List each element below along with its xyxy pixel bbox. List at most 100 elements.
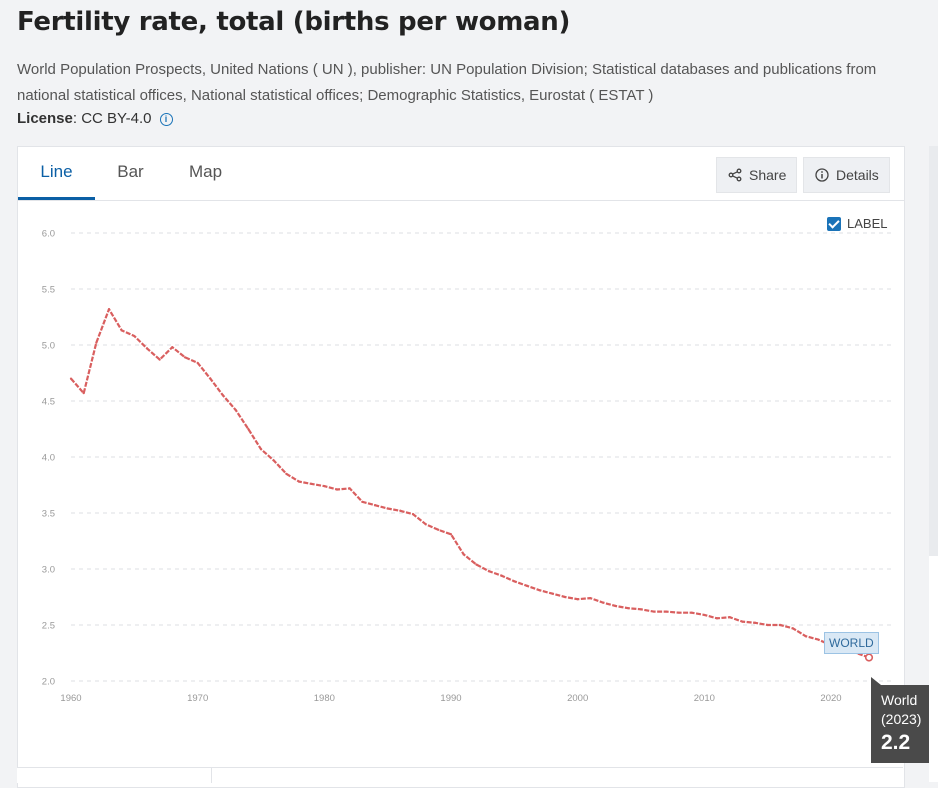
bottom-row (17, 767, 903, 783)
data-point (563, 595, 567, 599)
data-point (551, 592, 554, 595)
data-point (171, 346, 174, 349)
data-point (259, 448, 263, 451)
data-point (285, 472, 288, 475)
data-point (791, 627, 795, 630)
data-point (538, 589, 541, 592)
data-point (766, 623, 769, 627)
label-toggle[interactable]: LABEL (827, 215, 887, 233)
data-point (386, 507, 389, 510)
x-tick-label: 2020 (820, 693, 841, 704)
y-tick-label: 5.5 (42, 285, 55, 296)
data-point (272, 459, 275, 462)
data-point (323, 485, 326, 488)
data-point (513, 580, 516, 583)
x-tick-label: 2010 (694, 693, 715, 704)
y-tick-label: 2.5 (42, 621, 55, 632)
license-value: : CC BY-4.0 (72, 110, 152, 127)
data-point (779, 623, 782, 627)
data-point (449, 533, 453, 536)
data-point (665, 610, 668, 613)
tab-bar[interactable]: Bar (117, 162, 144, 181)
y-tick-label: 3.0 (42, 565, 55, 576)
data-point (348, 487, 351, 490)
data-point (703, 613, 706, 617)
data-point (234, 408, 237, 412)
series-label-world: WORLD (824, 632, 879, 654)
data-point (715, 617, 719, 620)
data-point (500, 574, 503, 577)
x-tick-label: 1980 (314, 693, 335, 704)
data-point (804, 635, 807, 638)
license-label: License (17, 110, 73, 127)
data-point (462, 553, 465, 556)
x-tick-label: 1990 (440, 693, 461, 704)
data-point (817, 638, 820, 641)
data-point (690, 611, 693, 614)
data-point (297, 480, 301, 483)
data-point (601, 601, 605, 604)
data-point (183, 356, 187, 359)
data-point (627, 607, 630, 610)
data-point (399, 509, 402, 512)
data-point (196, 361, 199, 365)
data-point (310, 482, 313, 485)
details-button[interactable]: Details (803, 157, 890, 193)
info-icon[interactable]: i (159, 113, 173, 126)
data-point (437, 528, 440, 531)
label-toggle-text: LABEL (847, 216, 888, 231)
data-point (158, 358, 161, 361)
right-sidebar-strip (929, 146, 938, 782)
tooltip-year: (2023) (881, 711, 922, 727)
data-point (411, 513, 415, 516)
data-point (120, 329, 123, 332)
share-button[interactable]: Share (716, 157, 798, 193)
source-text: World Population Prospects, United Natio… (17, 61, 877, 104)
data-point (728, 616, 731, 619)
data-point (209, 377, 212, 380)
data-point (576, 598, 579, 601)
tab-map[interactable]: Map (188, 162, 223, 181)
data-point (487, 570, 491, 573)
y-tick-label: 4.0 (42, 453, 55, 464)
data-point (361, 500, 364, 503)
details-label: Details (836, 167, 879, 183)
data-point (475, 563, 478, 566)
tooltip-series: World (881, 692, 918, 708)
tab-line[interactable]: Line (18, 147, 95, 200)
data-point (95, 341, 98, 344)
data-point (639, 608, 643, 611)
chart-tabs: Line Bar Map Share Details (18, 147, 904, 201)
data-point (677, 611, 681, 614)
x-tick-label: 1970 (187, 693, 208, 704)
data-point (69, 377, 73, 380)
page-title: Fertility rate, total (births per woman) (17, 7, 571, 37)
y-tick-label: 6.0 (42, 229, 55, 240)
data-point (145, 347, 149, 350)
y-tick-label: 4.5 (42, 397, 55, 408)
data-point (133, 334, 136, 338)
data-point (589, 597, 592, 600)
tooltip-value: 2.2 (881, 731, 911, 754)
share-label: Share (749, 167, 787, 183)
data-point (614, 604, 617, 608)
series-line-world (70, 308, 870, 659)
y-tick-label: 2.0 (42, 677, 55, 688)
data-point (525, 584, 529, 587)
data-point (82, 392, 85, 395)
data-point (424, 523, 427, 526)
info-circle-icon (815, 168, 829, 182)
license: License: CC BY-4.0 i (17, 110, 173, 127)
data-point (335, 488, 339, 491)
y-tick-label: 5.0 (42, 341, 55, 352)
label-checkbox[interactable] (827, 217, 841, 231)
data-point (247, 427, 250, 431)
data-point (373, 504, 377, 507)
data-point (741, 620, 744, 623)
data-point (652, 610, 655, 613)
data-point (221, 394, 225, 397)
chart-panel: Line Bar Map Share Details LABEL (17, 146, 905, 788)
x-tick-label: 1960 (60, 693, 81, 704)
share-icon (728, 168, 742, 182)
